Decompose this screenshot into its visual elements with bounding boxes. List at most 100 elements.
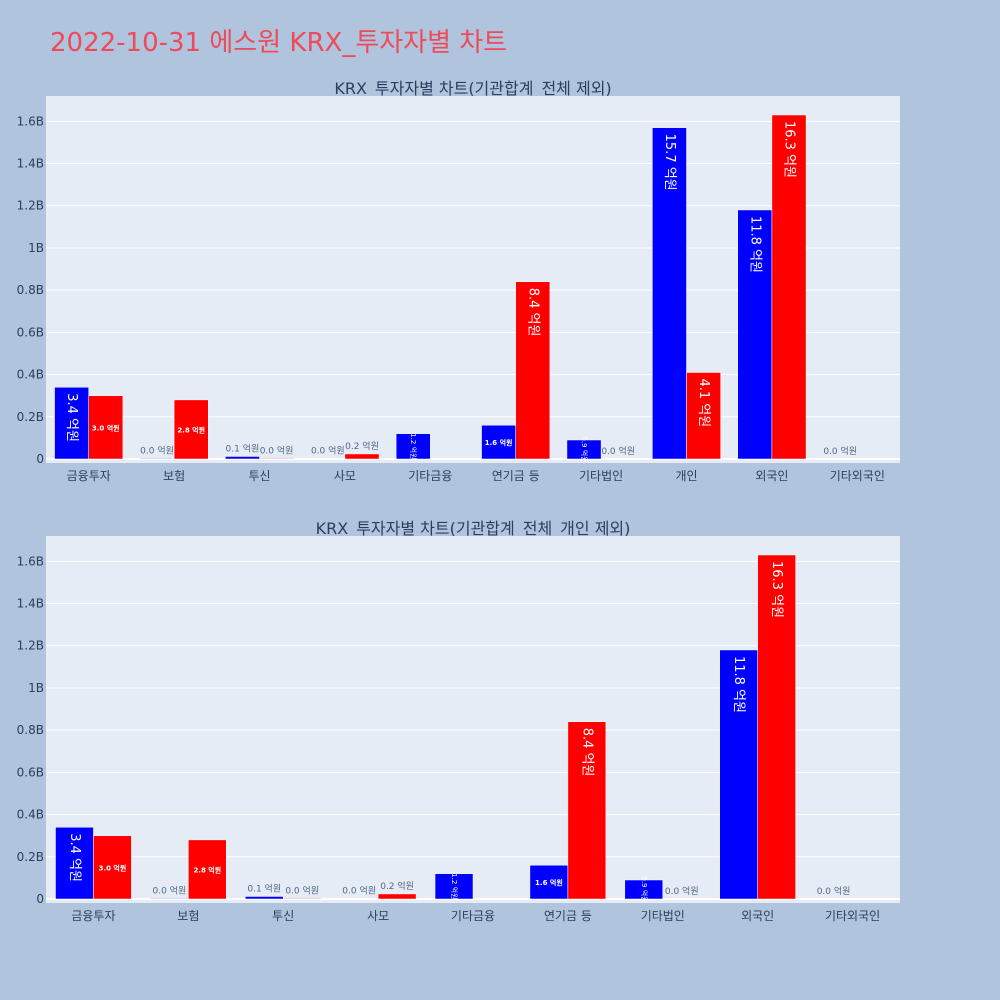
bar [173, 399, 209, 460]
bar-label: 0.0 억원 [665, 885, 699, 897]
bar [344, 453, 380, 460]
x-tick-label: 금융투자 [67, 469, 111, 483]
bar [624, 879, 664, 900]
y-tick-label: 0.8B [17, 283, 44, 297]
y-tick-label: 0.2B [17, 850, 44, 864]
bar-label: 1.2 억원 [450, 873, 459, 899]
y-tick-label: 1B [28, 241, 44, 255]
x-tick-label: 투신 [248, 469, 270, 483]
bar [150, 898, 189, 900]
x-tick-label: 사모 [367, 909, 389, 923]
bar-label: 0.0 억원 [311, 445, 345, 457]
chart-title: KRX_투자자별 차트(기관합계_전체_개인 제외) [316, 519, 631, 539]
bar-label: 3.4 억원 [67, 833, 82, 882]
bar [55, 826, 94, 900]
bar-label: 16.3 억원 [781, 121, 796, 178]
bar-label: 15.7 억원 [662, 134, 677, 191]
x-tick-label: 외국인 [755, 469, 788, 483]
x-tick-label: 연기금 등 [492, 469, 540, 483]
bar-label: 0.0 억원 [601, 445, 635, 457]
y-tick-label: 1.2B [17, 199, 44, 213]
bar-label: 3.4 억원 [64, 393, 79, 442]
bar-label: 0.1 억원 [247, 882, 281, 894]
bar [139, 458, 175, 460]
bar-label: 11.8 억원 [747, 216, 762, 273]
bar [88, 395, 124, 460]
y-tick-label: 1.4B [17, 157, 44, 171]
x-tick-label: 투신 [272, 909, 294, 923]
bar-label: 0.1 억원 [226, 442, 260, 454]
bar-label: 0.0 억원 [285, 884, 319, 896]
bar-label: 8.4 억원 [579, 728, 594, 777]
x-tick-label: 기타금융 [451, 909, 495, 923]
bar [93, 835, 132, 900]
y-tick-label: 1.6B [17, 554, 44, 568]
y-tick-label: 0.4B [17, 368, 44, 382]
x-tick-label: 사모 [334, 469, 356, 483]
bar [757, 554, 796, 900]
y-tick-label: 0.2B [17, 410, 44, 424]
bar-label: 4.1 억원 [696, 378, 711, 427]
bar [481, 424, 516, 460]
bar [686, 372, 721, 460]
bar-label: 2.8 억원 [193, 865, 221, 874]
bar-label: 1.6 억원 [535, 878, 563, 887]
bar [225, 456, 260, 460]
bar-label: 0.0 억원 [342, 885, 376, 897]
bar-label: 8.4 억원 [525, 288, 540, 337]
y-tick-label: 1.4B [17, 597, 44, 611]
x-tick-label: 보험 [163, 469, 185, 483]
x-tick-label: 외국인 [741, 909, 774, 923]
x-tick-label: 개인 [675, 469, 697, 483]
bar-label: 1.6 억원 [485, 438, 513, 447]
page-title: 2022-10-31 에스원 KRX_투자자별 차트 [50, 28, 508, 58]
bar [377, 893, 417, 900]
y-tick-label: 1.6B [17, 114, 44, 128]
bar-label: 0.2 억원 [380, 880, 414, 892]
bar [652, 127, 687, 460]
bar-label: 0.9 억원 [640, 876, 649, 902]
y-tick-label: 0.6B [17, 325, 44, 339]
bar [245, 896, 284, 900]
bar [566, 439, 602, 460]
y-tick-label: 0.6B [17, 765, 44, 779]
bar [529, 864, 569, 900]
y-tick-label: 0.8B [17, 723, 44, 737]
x-tick-label: 기타외국인 [825, 909, 880, 923]
x-tick-label: 기타외국인 [830, 469, 885, 483]
bar [259, 458, 294, 460]
y-tick-label: 0 [36, 452, 44, 466]
x-tick-label: 기타법인 [641, 909, 685, 923]
bar-label: 0.9 억원 [580, 436, 589, 462]
y-tick-label: 0 [36, 892, 44, 906]
x-tick-label: 기타금융 [408, 469, 452, 483]
bar-label: 3.0 억원 [99, 863, 127, 872]
investor-chart-all: KRX_투자자별 차트(기관합계_전체 제외) 0 0.2B 0.4B 0.6B 0.8… [17, 79, 900, 483]
bar-label: 11.8 억원 [731, 656, 746, 713]
y-tick-label: 1B [28, 681, 44, 695]
bar-label: 0.0 억원 [152, 884, 186, 896]
bar-label: 0.0 억원 [140, 444, 174, 456]
bar [282, 898, 322, 900]
bar [188, 839, 227, 900]
bar [567, 721, 607, 900]
bar [434, 873, 474, 900]
x-tick-label: 금융투자 [71, 909, 115, 923]
bar-label: 3.0 억원 [92, 423, 120, 432]
bar-label: 2.8 억원 [177, 425, 205, 434]
bar [395, 433, 431, 460]
bar-label: 0.0 억원 [260, 444, 294, 456]
bar-label: 0.2 억원 [345, 440, 379, 452]
bar-label: 0.0 억원 [817, 885, 851, 897]
bar-label: 0.0 억원 [823, 445, 857, 457]
y-tick-label: 0.4B [17, 808, 44, 822]
x-tick-label: 연기금 등 [544, 909, 592, 923]
bar [54, 386, 89, 460]
investor-chart-excl-individual: KRX_투자자별 차트(기관합계_전체_개인 제외) 0 0.2B 0.4B 0.6B… [17, 519, 900, 923]
bar [515, 281, 551, 460]
y-tick-label: 1.2B [17, 639, 44, 653]
bar [737, 209, 773, 460]
bar [771, 114, 807, 460]
bar-label: 16.3 억원 [769, 561, 784, 618]
bar-label: 1.2 억원 [409, 433, 418, 459]
